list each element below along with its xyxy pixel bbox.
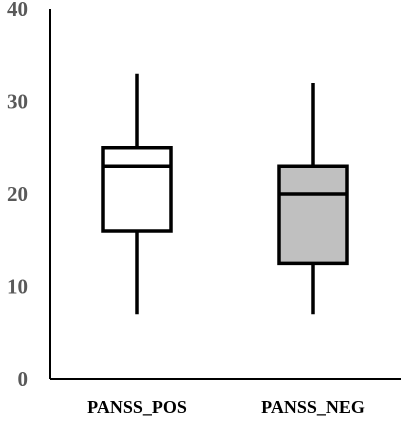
y-tick-label: 10 [7,275,28,299]
y-tick-label: 40 [7,0,28,21]
x-category-label: PANSS_POS [87,397,187,417]
y-tick-label: 30 [7,90,28,114]
iqr-box [277,164,349,266]
iqr-box [101,146,173,233]
x-category-label: PANSS_NEG [261,397,365,417]
y-tick-label: 0 [18,367,29,391]
y-tick-label: 20 [7,182,28,206]
